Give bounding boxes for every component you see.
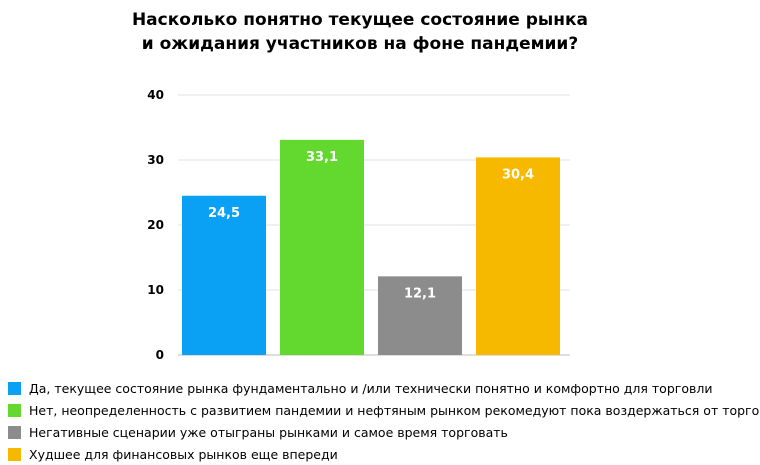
data-label: 30,4: [502, 167, 534, 182]
legend: Да, текущее состояние рынка фундаменталь…: [8, 377, 760, 465]
bar: [280, 139, 364, 355]
data-label: 33,1: [306, 150, 338, 165]
y-tick-label: 40: [147, 88, 164, 102]
legend-label: Худшее для финансовых рынков еще впереди: [29, 446, 338, 462]
data-label: 24,5: [208, 206, 240, 221]
bar: [182, 195, 266, 355]
legend-item: Нет, неопределенность с развитием пандем…: [8, 399, 760, 421]
legend-swatch: [8, 381, 21, 395]
y-tick-label: 20: [147, 218, 164, 232]
y-tick-label: 30: [147, 153, 164, 167]
legend-item: Негативные сценарии уже отыграны рынками…: [8, 421, 760, 443]
bars: 24,5 33,1 12,1 30,4: [182, 139, 560, 355]
legend-swatch: [8, 425, 21, 439]
y-tick-label: 0: [156, 348, 164, 362]
legend-label: Нет, неопределенность с развитием пандем…: [29, 402, 760, 418]
bar: [378, 276, 462, 355]
chart-title: Насколько понятно текущее состояние рынк…: [131, 10, 589, 54]
data-label: 12,1: [404, 286, 436, 301]
legend-label: Да, текущее состояние рынка фундаменталь…: [29, 380, 713, 396]
legend-item: Худшее для финансовых рынков еще впереди: [8, 443, 760, 465]
y-tick-label: 10: [147, 283, 164, 297]
legend-swatch: [8, 403, 21, 417]
bar-chart: 0 10 20 30 40 24,5 33,1 12,1 30,4: [147, 88, 570, 362]
legend-item: Да, текущее состояние рынка фундаменталь…: [8, 377, 760, 399]
bar: [476, 157, 560, 355]
legend-swatch: [8, 447, 21, 461]
legend-label: Негативные сценарии уже отыграны рынками…: [29, 424, 508, 440]
